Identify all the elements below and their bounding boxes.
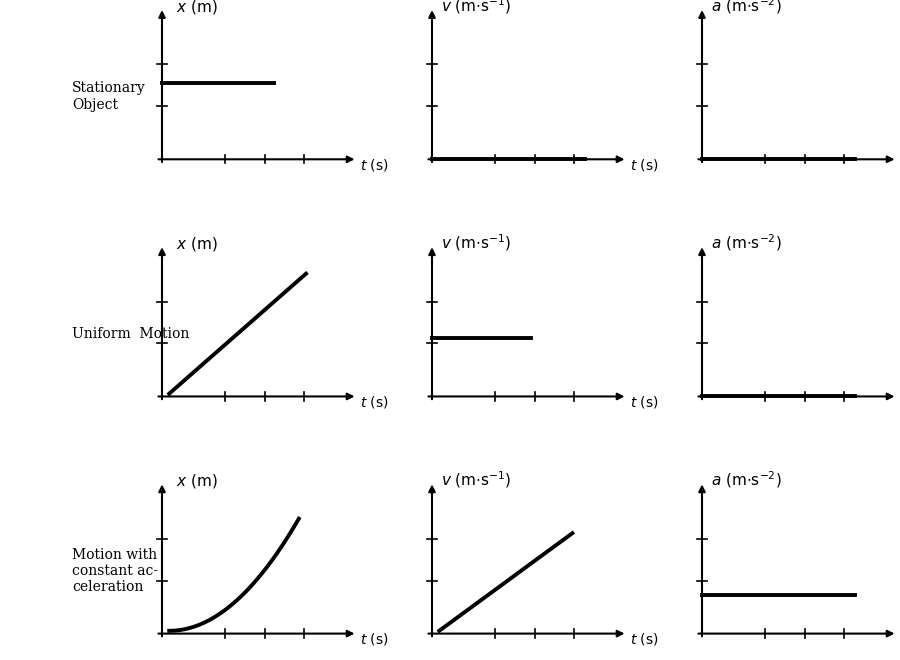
Text: $t\ \mathrm{(s)}$: $t\ \mathrm{(s)}$: [630, 157, 659, 173]
Text: $t\ \mathrm{(s)}$: $t\ \mathrm{(s)}$: [630, 394, 659, 410]
Text: $a\ \mathrm{(m{\cdot}s^{-2})}$: $a\ \mathrm{(m{\cdot}s^{-2})}$: [711, 469, 782, 490]
Text: $a\ \mathrm{(m{\cdot}s^{-2})}$: $a\ \mathrm{(m{\cdot}s^{-2})}$: [711, 0, 782, 16]
Text: $t\ \mathrm{(s)}$: $t\ \mathrm{(s)}$: [360, 157, 389, 173]
Text: $a\ \mathrm{(m{\cdot}s^{-2})}$: $a\ \mathrm{(m{\cdot}s^{-2})}$: [711, 232, 782, 253]
Text: $v\ \mathrm{(m{\cdot}s^{-1})}$: $v\ \mathrm{(m{\cdot}s^{-1})}$: [441, 232, 511, 253]
Text: $v\ \mathrm{(m{\cdot}s^{-1})}$: $v\ \mathrm{(m{\cdot}s^{-1})}$: [441, 0, 511, 16]
Text: Motion with
constant ac-
celeration: Motion with constant ac- celeration: [72, 548, 158, 594]
Text: $t\ \mathrm{(s)}$: $t\ \mathrm{(s)}$: [360, 631, 389, 647]
Text: $x\ \mathrm{(m)}$: $x\ \mathrm{(m)}$: [176, 235, 218, 253]
Text: $t\ \mathrm{(s)}$: $t\ \mathrm{(s)}$: [360, 394, 389, 410]
Text: $x\ \mathrm{(m)}$: $x\ \mathrm{(m)}$: [176, 0, 218, 16]
Text: Stationary
Object: Stationary Object: [72, 81, 146, 112]
Text: $x\ \mathrm{(m)}$: $x\ \mathrm{(m)}$: [176, 473, 218, 490]
Text: $v\ \mathrm{(m{\cdot}s^{-1})}$: $v\ \mathrm{(m{\cdot}s^{-1})}$: [441, 469, 511, 490]
Text: $t\ \mathrm{(s)}$: $t\ \mathrm{(s)}$: [630, 631, 659, 647]
Text: Uniform  Motion: Uniform Motion: [72, 327, 189, 341]
